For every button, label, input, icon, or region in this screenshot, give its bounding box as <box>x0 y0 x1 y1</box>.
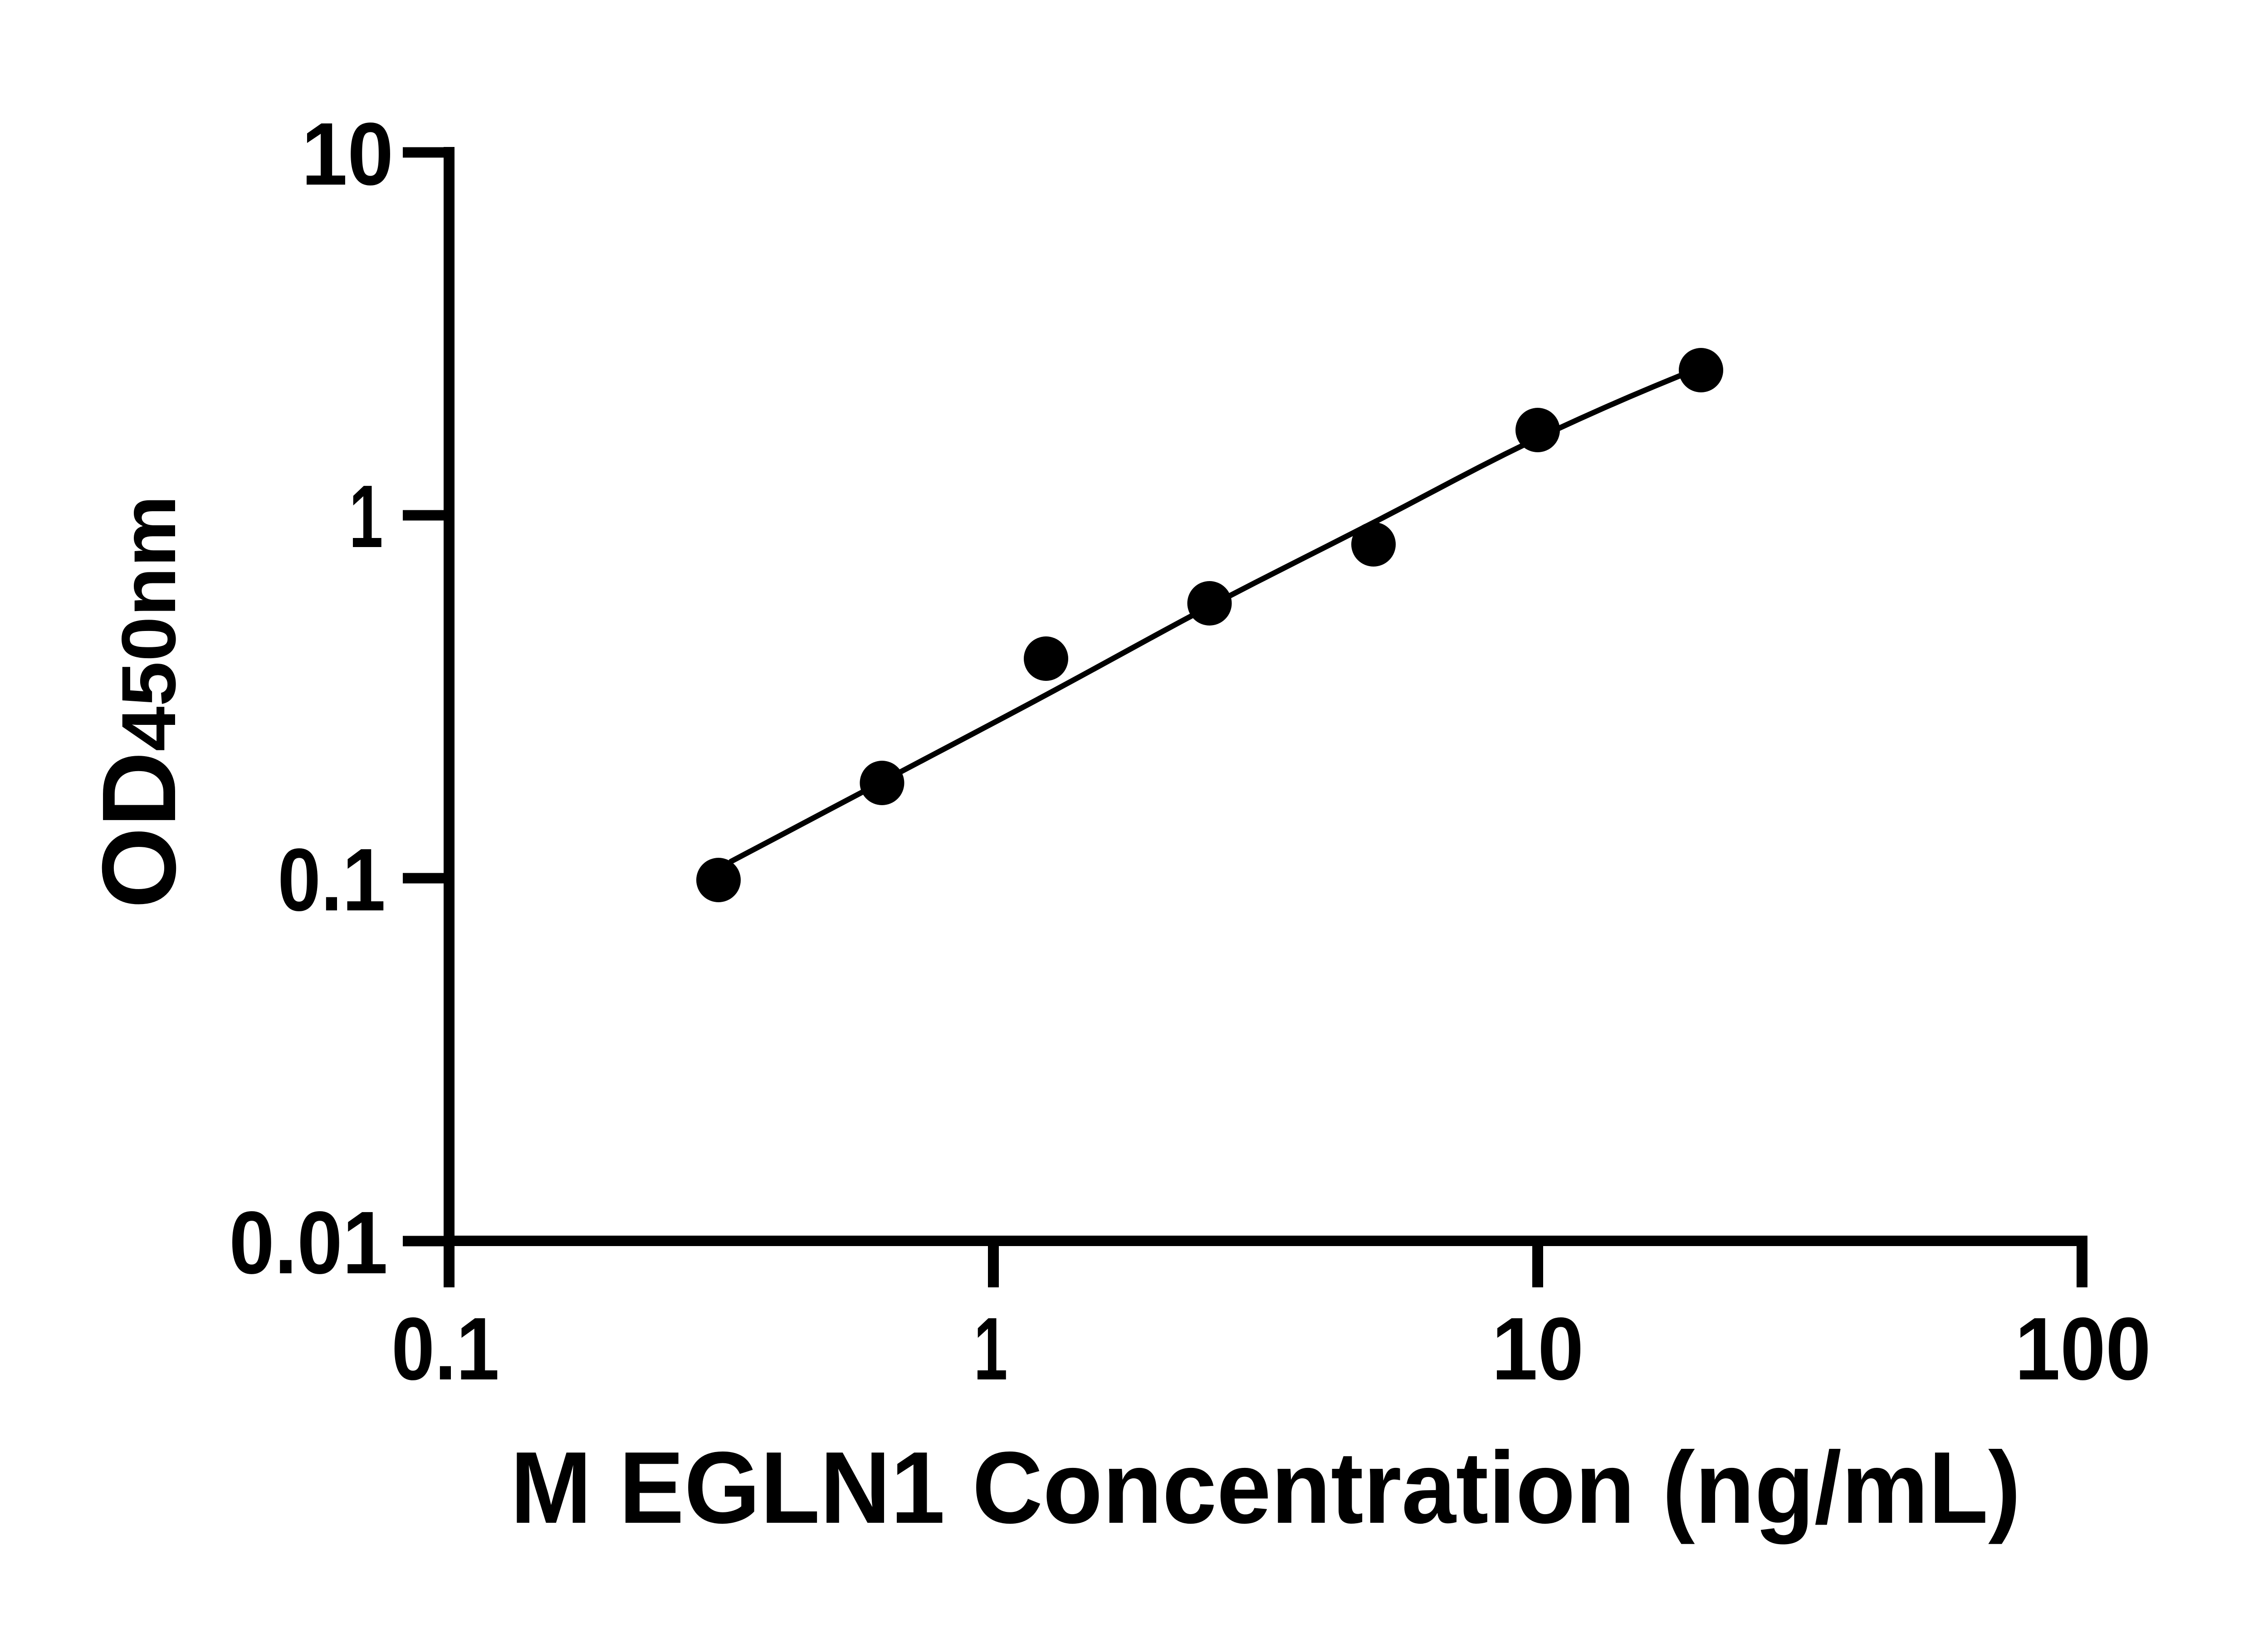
svg-text:10: 10 <box>1492 1299 1584 1398</box>
svg-text:1: 1 <box>349 467 383 566</box>
svg-text:0.01: 0.01 <box>229 1193 388 1292</box>
svg-text:OD: OD <box>80 752 197 909</box>
svg-text:10: 10 <box>302 104 394 204</box>
svg-text:M EGLN1 Concentration (ng/mL): M EGLN1 Concentration (ng/mL) <box>510 1430 2021 1545</box>
svg-text:0.1: 0.1 <box>278 830 386 929</box>
svg-text:1: 1 <box>974 1299 1008 1398</box>
svg-text:0.1: 0.1 <box>391 1299 499 1398</box>
svg-text:450nm: 450nm <box>106 495 191 752</box>
svg-text:100: 100 <box>2015 1299 2151 1398</box>
